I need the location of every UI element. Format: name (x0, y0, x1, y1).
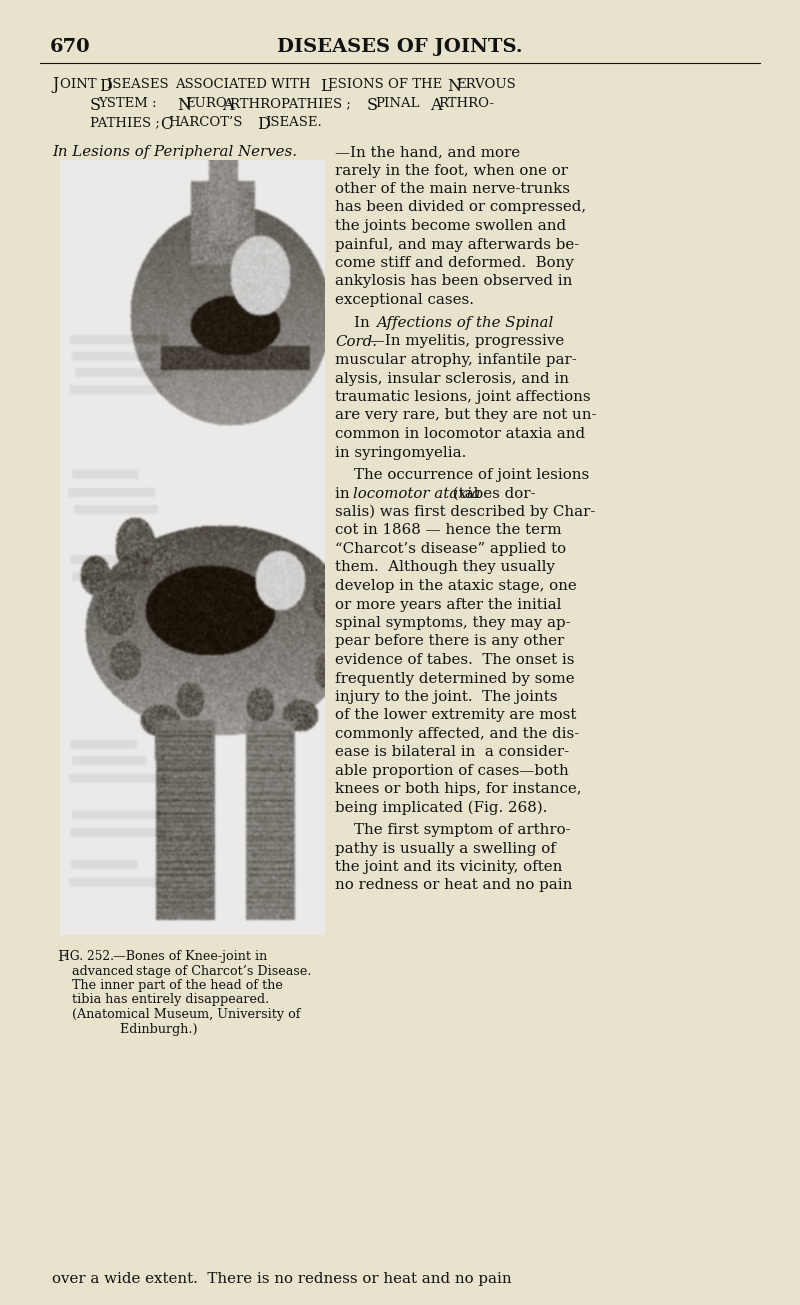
Text: Affections of the Spinal: Affections of the Spinal (377, 316, 554, 330)
Text: advanced stage of Charcot’s Disease.: advanced stage of Charcot’s Disease. (72, 964, 311, 977)
Text: tibia has entirely disappeared.: tibia has entirely disappeared. (72, 993, 270, 1006)
Text: N: N (177, 97, 191, 114)
Text: The first symptom of arthro-: The first symptom of arthro- (335, 823, 570, 837)
Text: D: D (257, 116, 270, 133)
Text: In Lesions of Peripheral Nerves.: In Lesions of Peripheral Nerves. (52, 145, 297, 159)
Text: rarely in the foot, when one or: rarely in the foot, when one or (335, 163, 568, 177)
Text: the joint and its vicinity, often: the joint and its vicinity, often (335, 860, 562, 874)
Text: ankylosis has been observed in: ankylosis has been observed in (335, 274, 572, 288)
Text: PATHIES ;: PATHIES ; (90, 116, 160, 129)
Text: pathy is usually a swelling of: pathy is usually a swelling of (335, 842, 556, 856)
Text: evidence of tabes.  The onset is: evidence of tabes. The onset is (335, 652, 574, 667)
Text: IG. 252.: IG. 252. (65, 950, 114, 963)
Text: develop in the ataxic stage, one: develop in the ataxic stage, one (335, 579, 577, 592)
Text: OINT: OINT (60, 78, 101, 91)
Text: N: N (447, 78, 461, 95)
Text: muscular atrophy, infantile par-: muscular atrophy, infantile par- (335, 352, 577, 367)
Text: RTHROPATHIES ;: RTHROPATHIES ; (230, 97, 351, 110)
Text: DISEASES OF JOINTS.: DISEASES OF JOINTS. (277, 38, 523, 56)
Text: being implicated (Fig. 268).: being implicated (Fig. 268). (335, 801, 547, 816)
Text: The occurrence of joint lesions: The occurrence of joint lesions (335, 468, 590, 482)
Text: A: A (222, 97, 234, 114)
Text: of the lower extremity are most: of the lower extremity are most (335, 709, 576, 723)
Text: “Charcot’s disease” applied to: “Charcot’s disease” applied to (335, 542, 566, 556)
Text: alysis, insular sclerosis, and in: alysis, insular sclerosis, and in (335, 372, 569, 385)
Text: the joints become swollen and: the joints become swollen and (335, 219, 566, 234)
Text: other of the main nerve-trunks: other of the main nerve-trunks (335, 181, 570, 196)
Text: injury to the joint.  The joints: injury to the joint. The joints (335, 690, 558, 703)
Text: In: In (335, 316, 374, 330)
Text: ISEASES: ISEASES (107, 78, 173, 91)
Text: YSTEM :: YSTEM : (98, 97, 157, 110)
Text: —Bones of Knee-joint in: —Bones of Knee-joint in (113, 950, 267, 963)
Text: D: D (99, 78, 112, 95)
Text: Edinburgh.): Edinburgh.) (72, 1023, 198, 1035)
Text: 670: 670 (50, 38, 90, 56)
Text: has been divided or compressed,: has been divided or compressed, (335, 201, 586, 214)
Text: traumatic lesions, joint affections: traumatic lesions, joint affections (335, 390, 590, 405)
Text: C: C (160, 116, 172, 133)
Text: no redness or heat and no pain: no redness or heat and no pain (335, 878, 572, 893)
Text: S: S (90, 97, 101, 114)
Text: over a wide extent.  There is no redness or heat and no pain: over a wide extent. There is no redness … (52, 1272, 512, 1285)
Text: —In myelitis, progressive: —In myelitis, progressive (365, 334, 564, 348)
Text: ISEASE.: ISEASE. (265, 116, 322, 129)
Text: in: in (335, 487, 354, 501)
Text: ESIONS OF THE: ESIONS OF THE (328, 78, 446, 91)
Text: exceptional cases.: exceptional cases. (335, 294, 474, 307)
Text: common in locomotor ataxia and: common in locomotor ataxia and (335, 427, 585, 441)
Text: (Anatomical Museum, University of: (Anatomical Museum, University of (72, 1007, 301, 1021)
Text: EURO-: EURO- (185, 97, 232, 110)
Text: ease is bilateral in  a consider-: ease is bilateral in a consider- (335, 745, 569, 760)
Text: pear before there is any other: pear before there is any other (335, 634, 564, 649)
Text: knees or both hips, for instance,: knees or both hips, for instance, (335, 783, 582, 796)
Text: ERVOUS: ERVOUS (456, 78, 516, 91)
Text: HARCOT’S: HARCOT’S (168, 116, 242, 129)
Text: cot in 1868 — hence the term: cot in 1868 — hence the term (335, 523, 562, 538)
Text: (tabes dor-: (tabes dor- (448, 487, 535, 501)
Text: them.  Although they usually: them. Although they usually (335, 561, 555, 574)
Text: locomotor ataxia: locomotor ataxia (353, 487, 480, 501)
Text: A: A (430, 97, 442, 114)
Text: J: J (52, 76, 58, 93)
Text: able proportion of cases—both: able proportion of cases—both (335, 763, 569, 778)
Text: frequently determined by some: frequently determined by some (335, 672, 574, 685)
Text: The inner part of the head of the: The inner part of the head of the (72, 979, 283, 992)
Text: Cord.: Cord. (335, 334, 377, 348)
Text: salis) was first described by Char-: salis) was first described by Char- (335, 505, 595, 519)
Text: spinal symptoms, they may ap-: spinal symptoms, they may ap- (335, 616, 570, 630)
Text: commonly affected, and the dis-: commonly affected, and the dis- (335, 727, 579, 741)
Text: or more years after the initial: or more years after the initial (335, 598, 562, 612)
Text: RTHRO-: RTHRO- (438, 97, 494, 110)
Text: are very rare, but they are not un-: are very rare, but they are not un- (335, 408, 597, 423)
Text: S: S (367, 97, 378, 114)
Text: F: F (57, 950, 67, 964)
Text: PINAL: PINAL (375, 97, 419, 110)
Text: come stiff and deformed.  Bony: come stiff and deformed. Bony (335, 256, 574, 270)
Text: painful, and may afterwards be-: painful, and may afterwards be- (335, 238, 579, 252)
Text: —In the hand, and more: —In the hand, and more (335, 145, 520, 159)
Text: ASSOCIATED WITH: ASSOCIATED WITH (175, 78, 314, 91)
Text: L: L (320, 78, 330, 95)
Text: in syringomyelia.: in syringomyelia. (335, 445, 466, 459)
